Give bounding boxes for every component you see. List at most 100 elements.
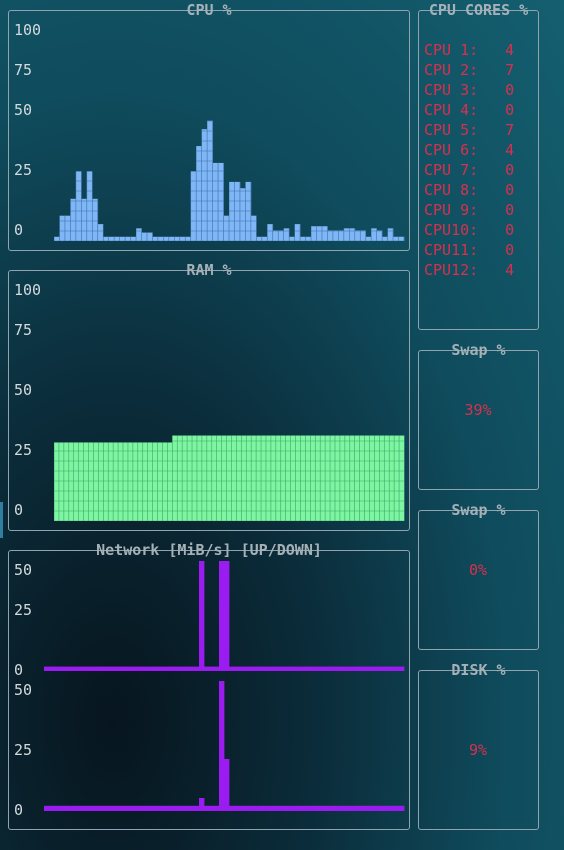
chart-bar <box>134 666 140 671</box>
ram-panel: RAM % <box>8 261 410 531</box>
chart-bar <box>64 666 70 671</box>
cpu-core-value: 4 <box>505 41 515 59</box>
chart-bar <box>249 666 255 671</box>
chart-bar <box>149 805 155 811</box>
chart-bar <box>224 759 230 811</box>
chart-bar <box>294 224 301 241</box>
chart-bar <box>154 666 160 671</box>
chart-bar <box>384 666 390 671</box>
chart-bar <box>94 805 100 811</box>
chart-bar <box>316 226 323 241</box>
chart-bar <box>154 805 160 811</box>
chart-bar <box>149 666 155 671</box>
chart-bar <box>69 666 75 671</box>
chart-bar <box>98 442 104 521</box>
chart-bar <box>172 435 178 521</box>
chart-bar <box>246 435 252 521</box>
chart-bar <box>290 435 296 521</box>
chart-bar <box>168 236 175 241</box>
cpu-core-value: 7 <box>505 121 515 139</box>
chart-bar <box>338 230 345 241</box>
chart-bar <box>387 228 394 241</box>
chart-bar <box>279 666 285 671</box>
chart-bar <box>108 442 114 521</box>
chart-bar <box>304 805 310 811</box>
cpu-core-label: CPU 1: <box>424 41 479 59</box>
chart-bar <box>289 666 295 671</box>
chart-bar <box>214 805 220 811</box>
cpu-core-row: CPU 7: 0 <box>424 160 514 180</box>
chart-bar <box>330 435 336 521</box>
swap-panel-1: Swap % <box>418 341 539 490</box>
network-down-ytick-25: 25 <box>14 741 33 759</box>
chart-bar <box>319 805 325 811</box>
chart-bar <box>244 666 250 671</box>
chart-bar <box>196 435 203 521</box>
chart-bar <box>369 666 375 671</box>
chart-bar <box>249 805 255 811</box>
chart-bar <box>300 435 306 521</box>
swap-panel-1-title: Swap % <box>451 341 506 359</box>
chart-bar <box>108 236 115 241</box>
cpu-core-label: CPU10: <box>424 221 479 239</box>
chart-bar <box>179 805 185 811</box>
chart-bar <box>283 228 290 241</box>
cpu-core-row: CPU 4: 0 <box>424 100 514 120</box>
chart-bar <box>300 236 306 241</box>
chart-bar <box>269 666 275 671</box>
network-down-ytick-50: 50 <box>14 681 33 699</box>
chart-bar <box>184 805 190 811</box>
chart-bar <box>231 435 237 521</box>
chart-bar <box>218 162 224 241</box>
chart-bar <box>324 805 330 811</box>
ram-panel-title: RAM % <box>186 261 232 279</box>
chart-bar <box>354 805 360 811</box>
chart-bar <box>167 442 173 521</box>
cpu-core-value: 7 <box>505 61 515 79</box>
chart-bar <box>144 666 150 671</box>
chart-bar <box>334 805 340 811</box>
chart-bar <box>339 805 345 811</box>
chart-bar <box>332 230 339 241</box>
chart-bar <box>146 232 153 241</box>
chart-bar <box>334 435 341 521</box>
network-panel: Network [MiB/s] [UP/DOWN] <box>8 541 410 830</box>
chart-bar <box>174 666 180 671</box>
chart-bar <box>54 442 60 521</box>
chart-bar <box>264 805 270 811</box>
chart-bar <box>164 666 170 671</box>
chart-bar <box>109 805 115 811</box>
chart-bar <box>264 666 270 671</box>
chart-bar <box>204 666 210 671</box>
chart-bar <box>319 666 325 671</box>
chart-bar <box>54 805 60 811</box>
chart-bar <box>214 666 220 671</box>
chart-bar <box>364 805 370 811</box>
chart-bar <box>192 435 198 521</box>
chart-bar <box>199 561 205 671</box>
cpu-cores-panel-title: CPU CORES % <box>428 1 529 19</box>
cpu-core-row: CPU11: 0 <box>424 240 514 260</box>
chart-bar <box>269 805 275 811</box>
chart-bar <box>189 666 195 671</box>
chart-bar <box>309 666 315 671</box>
chart-bar <box>382 236 388 241</box>
chart-bar <box>256 435 262 521</box>
chart-bar <box>261 236 268 241</box>
chart-bar <box>349 666 355 671</box>
chart-bar <box>139 666 145 671</box>
chart-bar <box>63 442 70 521</box>
cpu-core-label: CPU 8: <box>424 181 479 199</box>
chart-bar <box>256 236 263 241</box>
chart-bar <box>97 224 104 241</box>
cpu-core-value: 0 <box>505 161 515 179</box>
cpu-core-value: 4 <box>505 141 515 159</box>
cpu-core-row: CPU 2: 7 <box>424 60 514 80</box>
chart-bar <box>88 442 94 521</box>
cpu-core-value: 0 <box>505 181 515 199</box>
chart-bar <box>359 435 365 521</box>
chart-bar <box>139 805 145 811</box>
chart-bar <box>75 171 82 241</box>
cpu-core-label: CPU 6: <box>424 141 479 159</box>
chart-bar <box>159 805 165 811</box>
